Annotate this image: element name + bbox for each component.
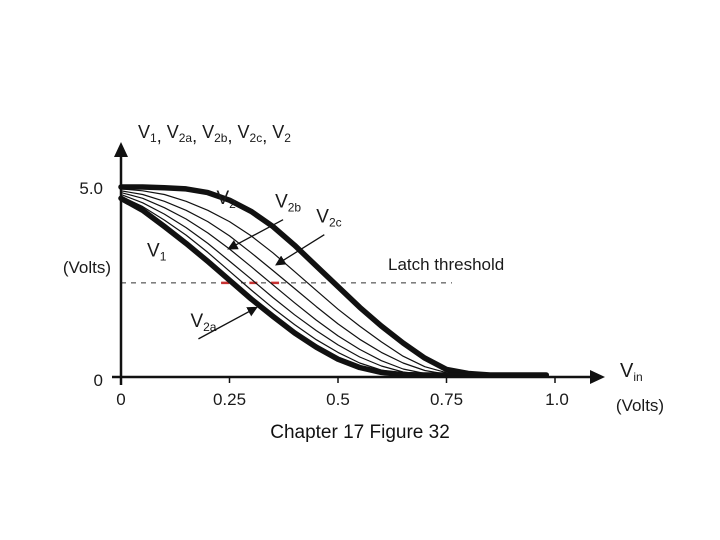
y-axis-label-sep: ,: [192, 126, 202, 146]
curve-label-v2b-sub: 2b: [288, 201, 302, 215]
x-axis-label-base: V: [620, 360, 634, 382]
curve-label-arrow-v2b: [227, 219, 284, 250]
x-axis-label: Vin: [620, 360, 643, 384]
y-tick-label: 5.0: [79, 179, 103, 198]
latch-threshold-group: Latch threshold: [121, 255, 504, 285]
y-axis-label-sub: 2a: [179, 131, 193, 145]
x-tick-label: 0: [116, 390, 125, 409]
curve-label-v2a-base: V: [190, 311, 203, 332]
curve-label-v1-base: V: [147, 241, 160, 262]
curve-label-arrow-v2c: [275, 234, 325, 266]
curve-label-v2c: V2c: [316, 207, 341, 230]
x-tick-label: 0.25: [213, 390, 246, 409]
x-tick-label: 1.0: [545, 390, 569, 409]
axes-group: [112, 142, 605, 385]
latch-threshold-label: Latch threshold: [388, 255, 504, 274]
curve-label-v2: V2: [216, 188, 236, 211]
y-axis-label-sub: 1: [150, 131, 157, 145]
x-axis-label-sub: in: [633, 370, 642, 384]
curve-label-v2c-base: V: [316, 207, 329, 228]
y-axis-label-sep: ,: [227, 126, 237, 146]
y-axis-label: V1, V2a, V2b, V2c, V2: [138, 122, 291, 146]
x-tick-label: 0.75: [430, 390, 463, 409]
x-tick-label: 0.5: [326, 390, 350, 409]
y-axis-label-base: V: [238, 122, 250, 142]
y-axis-label-base: V: [272, 122, 284, 142]
y-axis-label-sub: 2b: [214, 131, 228, 145]
curve-label-v2b-base: V: [275, 192, 288, 213]
curve-label-v2a-sub: 2a: [203, 320, 217, 334]
y-axis-label-sub: 2c: [250, 131, 263, 145]
x-axis-unit: (Volts): [616, 396, 664, 415]
y-axis-label-base: V: [138, 122, 150, 142]
y-axis-label-base: V: [202, 122, 214, 142]
labels-group: V1, V2a, V2b, V2c, V2(Volts)Vin(Volts)V2…: [63, 122, 664, 415]
curve-label-v1-sub: 1: [160, 250, 167, 264]
curve-label-v2-base: V: [216, 188, 229, 209]
curve-label-v2b: V2b: [275, 192, 301, 215]
y-axis-label-sub: 2: [284, 131, 291, 145]
y-axis-unit: (Volts): [63, 258, 111, 277]
y-tick-label: 0: [94, 371, 103, 390]
x-axis-arrow: [590, 370, 605, 384]
curve-label-v2c-sub: 2c: [329, 216, 342, 230]
series-line-v1: [118, 195, 471, 378]
y-axis-label-sep: ,: [157, 126, 167, 146]
ticks-group: 0 0.25 0.5 0.75 1.0 0 5.0: [79, 179, 568, 409]
curve-label-v1: V1: [147, 241, 167, 264]
y-axis-label-base: V: [167, 122, 179, 142]
curve-label-v2-sub: 2: [229, 197, 236, 211]
curve-label-arrow-v2a: [198, 306, 258, 340]
y-axis-label-sep: ,: [262, 126, 272, 146]
y-axis-arrow: [114, 142, 128, 157]
series-group: [118, 184, 550, 378]
figure-caption: Chapter 17 Figure 32: [270, 422, 450, 443]
